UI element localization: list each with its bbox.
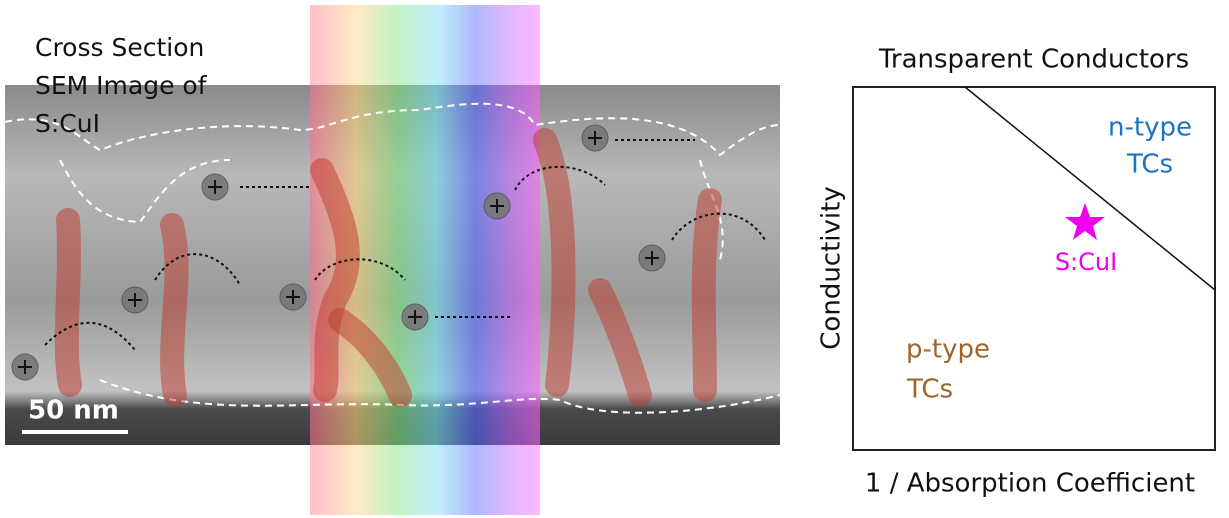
marker-label: S:CuI	[1055, 248, 1117, 276]
region-label: n-type	[1108, 113, 1192, 143]
sem-panel: Cross Section SEM Image of S:CuI 50 nm	[5, 5, 780, 515]
region-label: TCs	[906, 375, 953, 405]
region-label: TCs	[1126, 150, 1173, 180]
caption: Cross Section	[35, 33, 204, 62]
plot-panel: Transparent Conductors n-type TCs p-type…	[817, 45, 1216, 499]
nanorod	[704, 200, 710, 390]
plot-title: Transparent Conductors	[878, 45, 1189, 75]
x-axis-label: 1 / Absorption Coefficient	[865, 469, 1195, 499]
caption: SEM Image of	[35, 71, 208, 100]
nanorod	[172, 225, 177, 395]
region-label: p-type	[906, 335, 990, 365]
scale-bar-label: 50 nm	[28, 396, 119, 426]
figure: Cross Section SEM Image of S:CuI 50 nm T…	[0, 0, 1229, 518]
nanorod	[67, 220, 70, 385]
y-axis-label: Conductivity	[817, 186, 847, 349]
caption: S:CuI	[35, 109, 100, 138]
